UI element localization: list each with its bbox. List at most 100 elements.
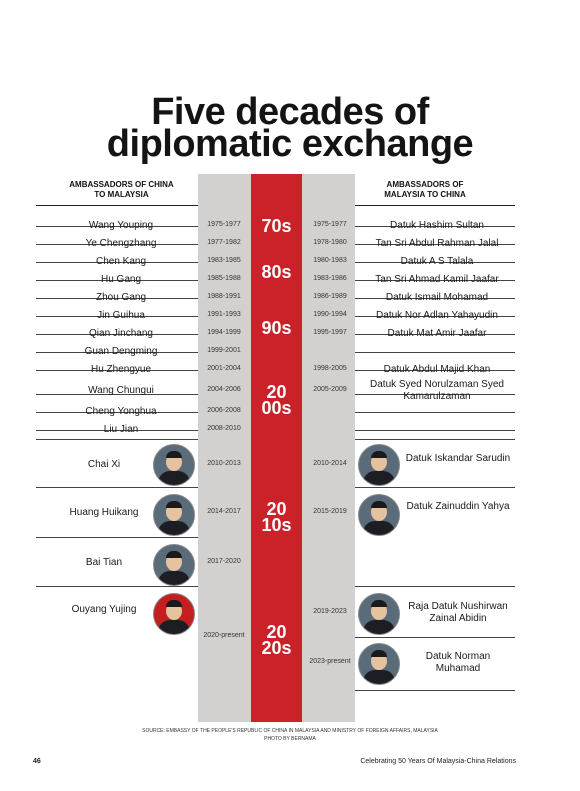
row-divider-left [36,244,198,245]
row-divider-right [355,487,515,488]
header-malaysia-ambassadors: AMBASSADORS OF MALAYSIA TO CHINA [384,180,466,199]
row-divider-left [36,370,198,371]
china-ambassador-name: Jin Guihua [97,310,145,321]
malaysia-ambassador-years: 1998-2005 [313,365,347,372]
malaysia-ambassador-years: 2019-2023 [313,608,347,615]
decade-label-90s: 90s [261,318,292,338]
china-ambassador-years: 1975-1977 [207,221,241,228]
decade-label-2010s: 20 10s [261,499,292,535]
row-divider-right [355,439,515,440]
malaysia-ambassador-name: Raja Datuk Nushirwan Zainal Abidin [408,601,508,624]
portrait-nushirwan-zainal-abidin [358,593,400,635]
row-divider-left [36,537,198,538]
header-china-ambassadors: AMBASSADORS OF CHINA TO MALAYSIA [69,180,174,199]
china-ambassador-name: Hu Gang [100,274,142,285]
row-divider-left [36,262,198,263]
row-divider-right [355,298,515,299]
decade-label-80s: 80s [261,262,292,282]
china-ambassador-name: Cheng Yonghua [85,406,157,417]
row-divider-left [36,280,198,281]
portrait-norman-muhamad [358,643,400,685]
malaysia-ambassador-years: 1986-1989 [313,293,347,300]
china-ambassador-years: 2001-2004 [207,365,241,372]
portrait-bai-tian [153,544,195,586]
china-ambassador-years: 1999-2001 [207,347,241,354]
malaysia-ambassador-years: 1995-1997 [313,329,347,336]
row-divider-left [36,487,198,488]
china-ambassador-name: Bai Tian [85,557,123,568]
header-rule-right [355,205,515,206]
malaysia-ambassador-name: Datuk Zainuddin Yahya [406,501,510,512]
portrait-huang-huikang [153,494,195,536]
china-ambassador-name: Qian Jinchang [89,328,153,339]
malaysia-ambassador-years: 1983-1986 [313,275,347,282]
china-years-column [198,174,251,722]
decade-column [251,174,302,722]
malaysia-ambassador-name: Datuk Mat Amir Jaafar [387,328,487,339]
row-divider-right [355,244,515,245]
page-number: 46 [33,758,41,765]
row-divider-right [355,430,515,431]
china-ambassador-years: 1991-1993 [207,311,241,318]
footer-text: Celebrating 50 Years Of Malaysia-China R… [360,758,516,765]
malaysia-ambassador-years: 1990-1994 [313,311,347,318]
china-ambassador-name: Wang Youping [88,220,154,231]
malaysia-years-column [302,174,355,722]
china-ambassador-name: Guan Dengming [84,346,158,357]
malaysia-ambassador-years: 1980-1983 [313,257,347,264]
header-rule-left [36,205,198,206]
malaysia-ambassador-name: Datuk Ismail Mohamad [385,292,489,303]
page-title-line-2: diplomatic exchange [106,123,474,165]
row-divider-left [36,298,198,299]
china-ambassador-years: 2006-2008 [207,407,241,414]
china-ambassador-years: 2020-present [203,632,245,639]
china-ambassador-name: Liu Jian [103,424,139,435]
china-ambassador-name: Ye Chengzhang [85,238,157,249]
decade-label-70s: 70s [261,216,292,236]
row-divider-right [355,262,515,263]
malaysia-ambassador-name: Datuk Iskandar Sarudin [405,453,511,464]
malaysia-ambassador-name: Datuk Norman Muhamad [425,651,491,674]
malaysia-ambassador-years: 2010-2014 [313,460,347,467]
source-text: SOURCE: EMBASSY OF THE PEOPLE'S REPUBLIC… [142,728,438,734]
row-divider-left [36,352,198,353]
row-divider-right [355,690,515,691]
china-ambassador-years: 1983-1985 [207,257,241,264]
china-ambassador-years: 1988-1991 [207,293,241,300]
malaysia-ambassador-name: Datuk Hashim Sultan [390,220,484,231]
malaysia-ambassador-years: 2023-present [309,658,351,665]
malaysia-ambassador-years: 2015-2019 [313,508,347,515]
row-divider-right [355,316,515,317]
row-divider-left [36,439,198,440]
row-divider-left [36,394,198,395]
china-ambassador-name: Hu Zhengyue [90,364,152,375]
china-ambassador-name: Huang Huikang [69,507,139,518]
decade-label-2000s: 20 00s [261,382,292,418]
row-divider-right [355,586,515,587]
decade-label-2020s: 20 20s [261,622,292,658]
row-divider-left [36,412,198,413]
portrait-ouyang-yujing [153,593,195,635]
china-ambassador-years: 2017-2020 [207,558,241,565]
china-ambassador-years: 2010-2013 [207,460,241,467]
china-ambassador-years: 2008-2010 [207,425,241,432]
china-ambassador-years: 1994-1999 [207,329,241,336]
china-ambassador-years: 1977-1982 [207,239,241,246]
row-divider-right [355,352,515,353]
malaysia-ambassador-name: Tan Sri Abdul Rahman Jalal [375,238,499,249]
malaysia-ambassador-name: Datuk A S Talala [400,256,474,267]
china-ambassador-name: Ouyang Yujing [71,604,137,615]
portrait-iskandar-sarudin [358,444,400,486]
malaysia-ambassador-years: 1978-1980 [313,239,347,246]
portrait-chai-xi [153,444,195,486]
malaysia-ambassador-name: Datuk Nor Adlan Yahayudin [376,310,498,321]
malaysia-ambassador-name: Tan Sri Ahmad Kamil Jaafar [375,274,499,285]
china-ambassador-name: Zhou Gang [95,292,147,303]
row-divider-right [355,412,515,413]
photo-credit: PHOTO BY BERNAMA [264,736,316,742]
malaysia-ambassador-years: 2005-2009 [313,386,347,393]
portrait-zainuddin-yahya [358,494,400,536]
china-ambassador-name: Chen Kang [95,256,147,267]
row-divider-left [36,316,198,317]
row-divider-right [355,334,515,335]
